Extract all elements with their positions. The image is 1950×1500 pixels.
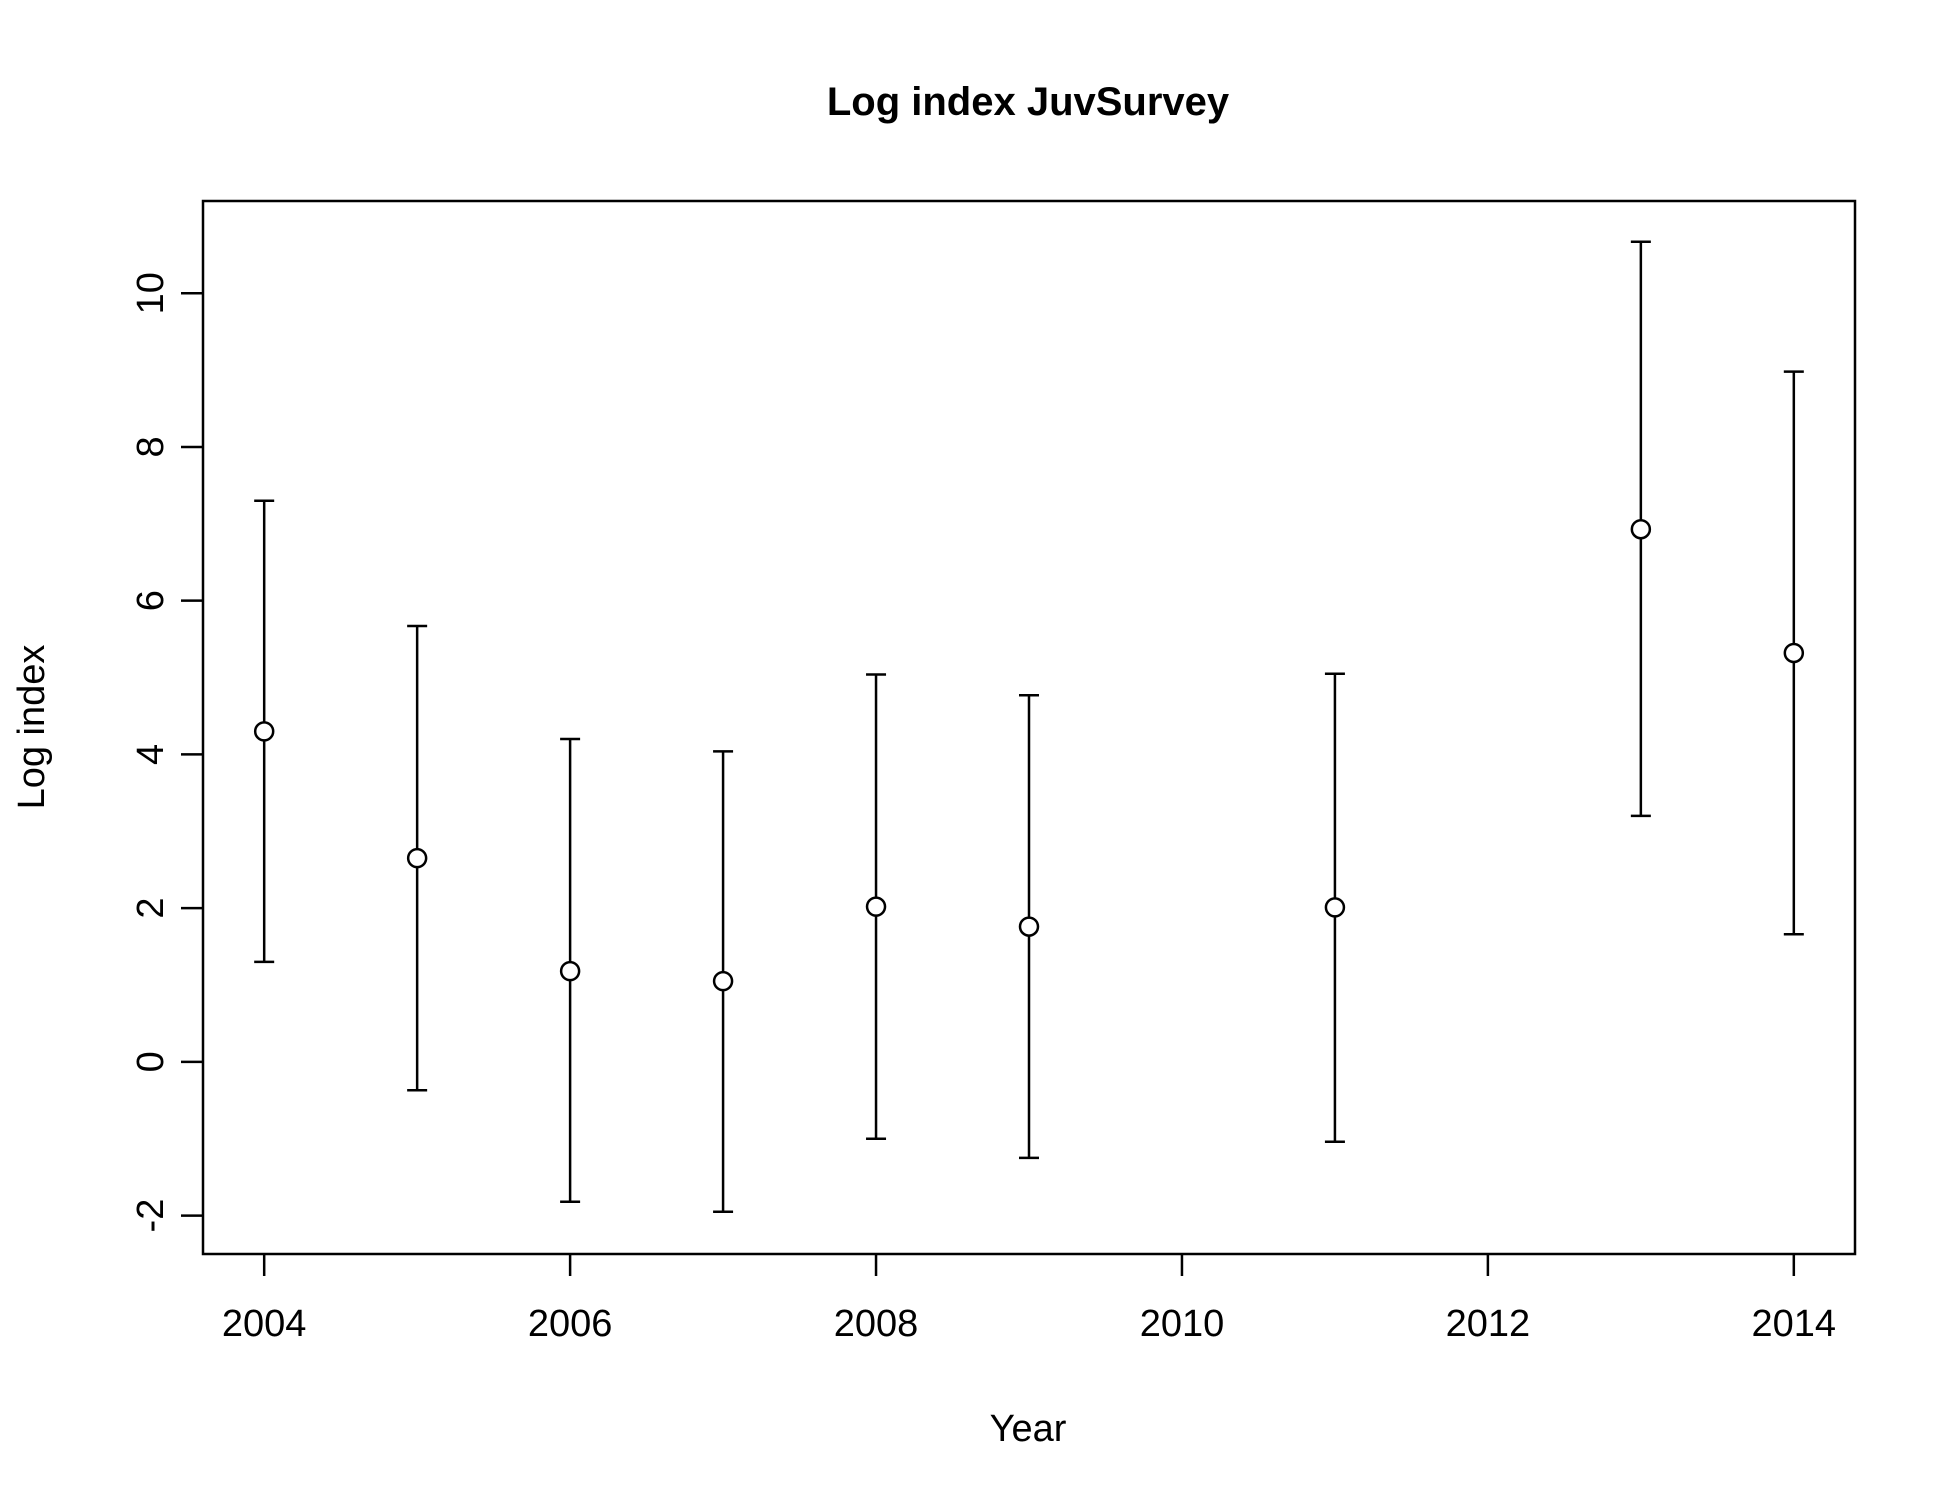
y-tick-label: 2 — [130, 898, 172, 919]
data-point — [406, 847, 428, 869]
data-point — [253, 721, 275, 742]
x-tick-label: 2012 — [1446, 1303, 1531, 1345]
data-point — [1783, 642, 1805, 664]
plot-frame — [201, 199, 1857, 1256]
data-point — [1018, 916, 1040, 937]
x-tick-label: 2008 — [834, 1303, 919, 1345]
chart-title: Log index JuvSurvey — [827, 80, 1230, 124]
data-point — [1630, 518, 1652, 540]
x-tick-label: 2010 — [1140, 1303, 1225, 1345]
y-axis-label: Log index — [11, 645, 53, 810]
x-tick-label: 2006 — [528, 1303, 613, 1345]
x-tick-label: 2004 — [222, 1303, 307, 1345]
data-point — [1324, 897, 1346, 918]
y-tick-label: 0 — [130, 1051, 172, 1072]
data-point — [865, 896, 887, 917]
y-tick-label: -2 — [130, 1199, 172, 1233]
x-tick-label: 2014 — [1752, 1303, 1837, 1345]
y-axis: -2 0 2 4 6 8 10 — [130, 272, 203, 1232]
y-tick-label: 4 — [130, 744, 172, 765]
x-axis: 2004 2006 2008 2010 2012 2014 — [222, 1254, 1836, 1345]
data-point — [712, 970, 734, 992]
data-point — [559, 960, 581, 982]
x-axis-label: Year — [990, 1408, 1067, 1450]
data-points — [253, 518, 1805, 992]
y-tick-label: 10 — [130, 272, 172, 314]
error-bars — [254, 240, 1804, 1213]
y-tick-label: 6 — [130, 590, 172, 611]
y-tick-label: 8 — [130, 436, 172, 457]
